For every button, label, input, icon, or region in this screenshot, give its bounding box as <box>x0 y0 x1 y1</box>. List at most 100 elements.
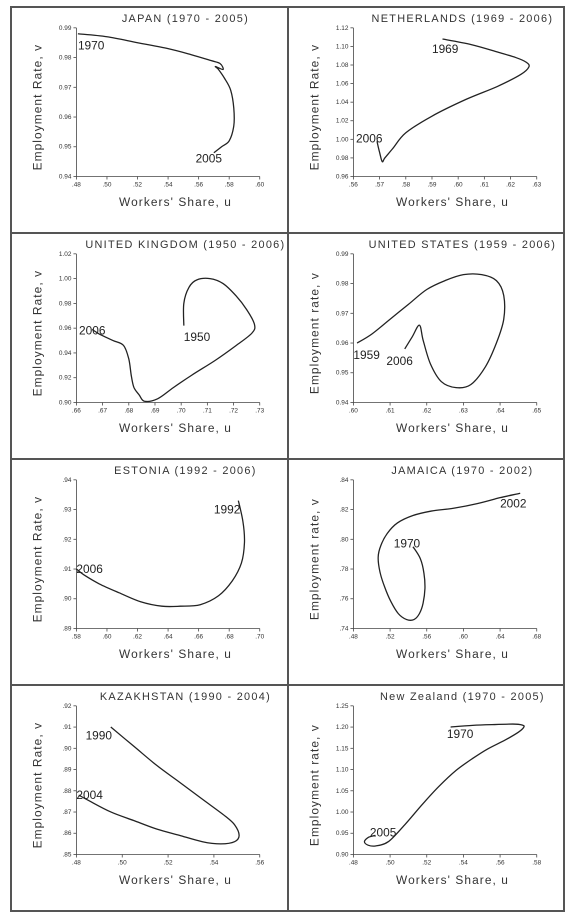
y-tick-label: .92 <box>63 536 72 543</box>
chart-title: KAZAKHSTAN (1990 - 2004) <box>100 691 271 703</box>
x-tick-label: .58 <box>532 859 541 866</box>
year-annotation: 2006 <box>386 354 413 368</box>
year-annotation: 1959 <box>353 348 380 362</box>
x-tick-label: .52 <box>164 859 173 866</box>
y-tick-label: 0.95 <box>335 370 348 377</box>
y-axis-label: Employment Rate, v <box>31 44 45 171</box>
chart-panel-kazakhstan: .85 .86 .87 .88 .89 .90 .91 .92 .48 .50 .52 .54 .56 K… <box>11 685 288 911</box>
x-tick-label: .52 <box>422 859 431 866</box>
y-tick-label: .88 <box>63 788 72 795</box>
x-tick-label: .54 <box>209 859 218 866</box>
chart-panel-united-states: 0.94 0.95 0.96 0.97 0.98 0.99 .60 .61 .62 .63 .64.… <box>287 233 564 459</box>
y-tick-label: 0.96 <box>335 340 348 347</box>
x-axis-label: Workers' Share, u <box>119 647 232 661</box>
y-tick-label: 0.94 <box>59 173 72 180</box>
x-tick-label: .68 <box>532 633 541 640</box>
x-axis-label: Workers' Share, u <box>396 647 509 661</box>
x-tick-label: .48 <box>348 633 357 640</box>
x-tick-label: .68 <box>225 633 234 640</box>
year-annotation: 1992 <box>214 503 240 517</box>
chart-panel-united-kingdom: 0.90 0.92 0.94 0.96 0.98 1.00 1.02 .66 .67 .68 .69… <box>11 233 288 459</box>
y-tick-label: 0.99 <box>335 251 348 258</box>
year-annotation: 1990 <box>86 729 113 743</box>
y-tick-label: .94 <box>63 477 72 484</box>
chart-title: UNITED KINGDOM (1950 - 2006) <box>85 239 285 251</box>
y-axis-label: Employment Rate, v <box>307 44 321 171</box>
series-line <box>78 726 240 845</box>
y-tick-label: .85 <box>63 851 72 858</box>
year-annotation: 1969 <box>431 42 458 56</box>
x-tick-label: .59 <box>427 181 436 188</box>
x-tick-label: .57 <box>375 181 384 188</box>
y-tick-label: 0.97 <box>335 310 348 317</box>
y-tick-label: 0.96 <box>59 325 72 332</box>
y-tick-label: 0.95 <box>59 144 72 151</box>
y-tick-label: 1.00 <box>335 809 348 816</box>
y-tick-label: .76 <box>339 596 348 603</box>
chart-title: NETHERLANDS (1969 - 2006) <box>371 13 553 25</box>
y-tick-label: 0.98 <box>335 155 348 162</box>
x-tick-label: .54 <box>458 859 467 866</box>
x-axis-label: Workers' Share, u <box>119 421 232 435</box>
year-annotation: 2006 <box>79 324 106 338</box>
x-axis-label: Workers' Share, u <box>119 195 232 209</box>
y-tick-label: .86 <box>63 830 72 837</box>
year-annotation: 2005 <box>369 825 396 839</box>
y-tick-label: 0.92 <box>59 375 72 382</box>
x-tick-label: .63 <box>458 407 467 414</box>
x-tick-label: .48 <box>348 859 357 866</box>
y-tick-label: 1.00 <box>59 276 72 283</box>
x-tick-label: .66 <box>72 407 81 414</box>
chart-title: JAPAN (1970 - 2005) <box>122 13 249 25</box>
chart-panel-netherlands: 0.96 0.98 1.00 1.02 1.04 1.06 1.08 1.10 1.12 .56.… <box>287 7 564 233</box>
y-tick-label: 1.05 <box>335 788 348 795</box>
x-tick-label: .64 <box>495 633 504 640</box>
chart-title: UNITED STATES (1959 - 2006) <box>368 239 556 251</box>
series-line <box>356 273 505 389</box>
y-tick-label: 0.95 <box>335 830 348 837</box>
chart-estonia: .89 .90 .91 .92 .93 .94 .58 .60 .62 .64 .66 .68 .70 E… <box>31 465 265 661</box>
y-tick-label: 1.25 <box>335 703 348 710</box>
x-tick-label: .48 <box>72 181 81 188</box>
y-axis-label: Employment rate, v <box>307 498 321 620</box>
x-axis-label: Workers' Share, u <box>396 421 509 435</box>
year-annotation: 2005 <box>196 152 223 166</box>
y-tick-label: 1.10 <box>335 43 348 50</box>
x-tick-label: .52 <box>385 633 394 640</box>
y-tick-label: 0.97 <box>59 84 72 91</box>
chart-united-kingdom: 0.90 0.92 0.94 0.96 0.98 1.00 1.02 .66 .67 .68 .69… <box>31 239 285 435</box>
x-tick-label: .60 <box>255 181 264 188</box>
y-tick-label: 1.20 <box>335 724 348 731</box>
x-tick-label: .66 <box>194 633 203 640</box>
chart-title: JAMAICA (1970 - 2002) <box>391 465 533 477</box>
x-tick-label: .62 <box>422 407 431 414</box>
chart-new-zealand: 0.90 0.95 1.00 1.05 1.10 1.15 1.20 1.25 .48 .50 .5… <box>307 691 543 887</box>
y-axis-label: Employment Rate, v <box>31 270 45 397</box>
year-annotation: 2004 <box>76 788 103 802</box>
series-line <box>76 500 246 608</box>
chart-united-states: 0.94 0.95 0.96 0.97 0.98 0.99 .60 .61 .62 .63 .64.… <box>307 239 556 435</box>
y-tick-label: 1.04 <box>335 99 348 106</box>
y-tick-label: .78 <box>339 566 348 573</box>
y-tick-label: 1.02 <box>59 251 72 258</box>
x-tick-label: .54 <box>164 181 173 188</box>
x-tick-label: .72 <box>229 407 238 414</box>
year-annotation: 2006 <box>76 562 103 576</box>
x-tick-label: .50 <box>385 859 394 866</box>
x-tick-label: .48 <box>72 859 81 866</box>
x-tick-label: .50 <box>118 859 127 866</box>
x-tick-label: .56 <box>194 181 203 188</box>
y-tick-label: 1.15 <box>335 745 348 752</box>
y-tick-label: 1.10 <box>335 767 348 774</box>
series-line <box>91 277 256 403</box>
x-tick-label: .71 <box>203 407 212 414</box>
x-tick-label: .68 <box>124 407 133 414</box>
x-tick-label: .65 <box>532 407 541 414</box>
x-tick-label: .62 <box>133 633 142 640</box>
y-tick-label: 0.98 <box>59 300 72 307</box>
x-tick-label: .67 <box>98 407 107 414</box>
x-tick-label: .73 <box>255 407 264 414</box>
y-tick-label: .91 <box>63 566 72 573</box>
x-tick-label: .60 <box>348 407 357 414</box>
y-tick-label: .91 <box>63 724 72 731</box>
